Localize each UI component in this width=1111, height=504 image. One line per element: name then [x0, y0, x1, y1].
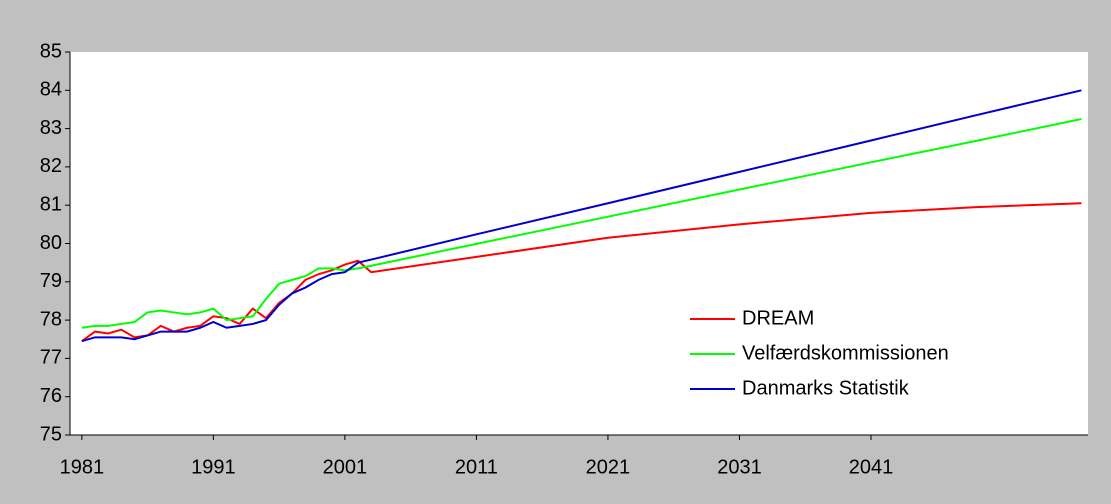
legend-label: DREAM: [742, 307, 814, 329]
x-tick-label: 2031: [717, 456, 762, 478]
x-tick-label: 2011: [455, 456, 498, 478]
series-line: [81, 118, 1082, 329]
y-tick-label: 76: [40, 385, 62, 407]
legend-label: Danmarks Statistik: [742, 377, 910, 399]
x-tick-label: 2041: [849, 456, 894, 478]
plot-area: [70, 52, 1088, 435]
x-tick-label: 1981: [60, 456, 105, 478]
y-tick-label: 83: [40, 117, 62, 139]
series-line: [81, 89, 1082, 343]
x-tick-label: 2021: [586, 456, 631, 478]
y-tick-label: 79: [40, 270, 62, 292]
y-tick-label: 82: [40, 155, 62, 177]
x-tick-label: 1991: [191, 456, 236, 478]
y-tick-label: 75: [40, 423, 62, 445]
x-tick-label: 2001: [323, 456, 368, 478]
y-tick-label: 81: [40, 193, 62, 215]
y-tick-label: 78: [40, 308, 62, 330]
legend-label: Velfærdskommissionen: [742, 342, 949, 364]
y-tick-label: 77: [40, 347, 62, 369]
y-tick-label: 85: [40, 40, 62, 62]
y-tick-label: 84: [40, 79, 62, 101]
y-tick-label: 80: [40, 232, 62, 254]
